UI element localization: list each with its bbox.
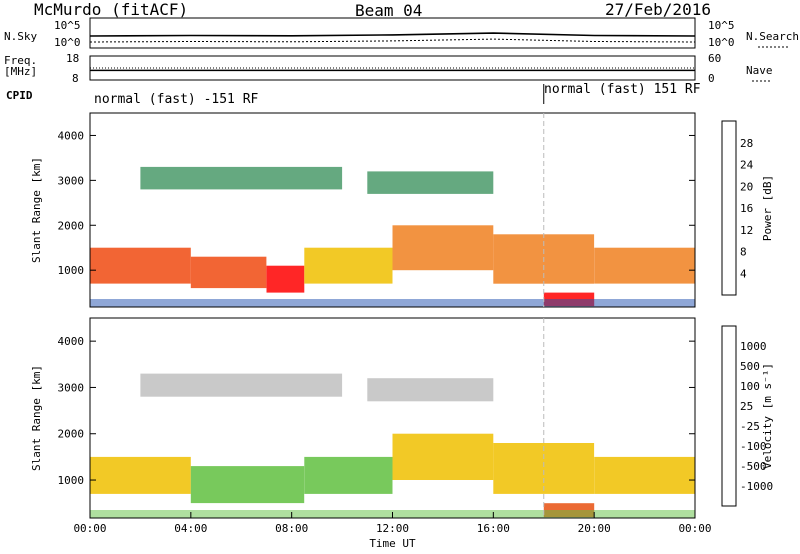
cpid-label: CPID bbox=[6, 89, 33, 102]
power-region-2 bbox=[266, 265, 305, 293]
power-ytick-label: 3000 bbox=[58, 174, 85, 187]
x-axis-label: Time UT bbox=[369, 537, 416, 550]
power-region-0 bbox=[90, 247, 191, 284]
velocity-ytick-label: 3000 bbox=[58, 381, 85, 394]
freq-tick-bottom: 8 bbox=[72, 72, 79, 85]
velocity-region-5 bbox=[594, 456, 695, 494]
power-ytick-label: 1000 bbox=[58, 264, 85, 277]
power-colorbar-tick: 28 bbox=[740, 137, 753, 150]
cpid-segment-2: normal (fast) 151 RF bbox=[544, 82, 701, 97]
power-colorbar-tick: 16 bbox=[740, 202, 753, 215]
noise-series-1 bbox=[89, 38, 696, 43]
velocity-region-3 bbox=[392, 433, 494, 480]
cpid-segment-1: normal (fast) -151 RF bbox=[94, 92, 259, 107]
power-ytick-label: 4000 bbox=[58, 129, 85, 142]
power-region-8 bbox=[367, 171, 494, 194]
station-title: McMurdo (fitACF) bbox=[34, 0, 189, 19]
date-title: 27/Feb/2016 bbox=[605, 0, 711, 19]
velocity-region-0 bbox=[90, 456, 191, 494]
velocity-colorbar-tick: 25 bbox=[740, 400, 753, 413]
freq-label: Freq. bbox=[4, 54, 38, 67]
velocity-region-1 bbox=[190, 466, 305, 504]
xtick-label: 00:00 bbox=[678, 522, 711, 535]
power-colorbar-label: Power [dB] bbox=[761, 175, 774, 241]
velocity-colorbar-tick: -500 bbox=[740, 460, 767, 473]
velocity-colorbar-label: Velocity [m s⁻¹] bbox=[761, 363, 774, 469]
xtick-label: 20:00 bbox=[578, 522, 611, 535]
velocity-colorbar-frame bbox=[721, 325, 737, 507]
velocity-colorbar-tick: 100 bbox=[740, 380, 760, 393]
power-panel-frame bbox=[89, 112, 696, 308]
velocity-region-6 bbox=[140, 373, 343, 397]
nave-label: Nave bbox=[746, 64, 773, 77]
nave-tick-top: 60 bbox=[708, 52, 722, 65]
power-colorbar-frame bbox=[721, 120, 737, 296]
velocity-ylabel: Slant Range [km] bbox=[30, 365, 43, 471]
noise-right-tick-bottom: 10^0 bbox=[708, 36, 735, 49]
velocity-colorbar-tick: -100 bbox=[740, 440, 767, 453]
power-ylabel: Slant Range [km] bbox=[30, 157, 43, 263]
noise-series-0 bbox=[89, 32, 696, 37]
nave-tick-bottom: 0 bbox=[708, 72, 715, 85]
noise-search-label: N.Search bbox=[746, 30, 799, 43]
power-colorbar-tick: 8 bbox=[740, 246, 747, 259]
power-region-4 bbox=[392, 225, 494, 271]
power-ground-strip bbox=[90, 299, 695, 307]
power-colorbar-tick: 20 bbox=[740, 180, 753, 193]
velocity-region-4 bbox=[493, 443, 595, 494]
power-colorbar-tick: 24 bbox=[740, 159, 754, 172]
noise-left-tick-bottom: 10^0 bbox=[54, 36, 81, 49]
power-colorbar-tick: 12 bbox=[740, 224, 753, 237]
velocity-ytick-label: 1000 bbox=[58, 474, 85, 487]
velocity-region-2 bbox=[304, 456, 393, 494]
freq-tick-top: 18 bbox=[66, 52, 80, 65]
noise-left-tick-top: 10^5 bbox=[54, 19, 81, 32]
xtick-label: 08:00 bbox=[275, 522, 308, 535]
velocity-colorbar-tick: -1000 bbox=[740, 480, 773, 493]
velocity-colorbar-tick: 500 bbox=[740, 360, 760, 373]
xtick-label: 04:00 bbox=[174, 522, 207, 535]
power-region-1 bbox=[190, 256, 267, 289]
noise-right-tick-top: 10^5 bbox=[708, 19, 735, 32]
velocity-region-7 bbox=[367, 378, 494, 402]
xtick-label: 16:00 bbox=[477, 522, 510, 535]
freq-unit-label: [MHz] bbox=[4, 65, 38, 78]
velocity-ytick-label: 2000 bbox=[58, 428, 85, 441]
power-colorbar-tick: 4 bbox=[740, 267, 747, 280]
velocity-colorbar-tick: -25 bbox=[740, 420, 760, 433]
beam-title: Beam 04 bbox=[355, 1, 423, 20]
power-ytick-label: 2000 bbox=[58, 219, 85, 232]
noise-sky-label: N.Sky bbox=[4, 30, 38, 43]
velocity-ytick-label: 4000 bbox=[58, 335, 85, 348]
noise-panel-frame bbox=[89, 17, 696, 49]
xtick-label: 00:00 bbox=[73, 522, 106, 535]
xtick-label: 12:00 bbox=[376, 522, 409, 535]
power-region-7 bbox=[140, 166, 343, 190]
cpid-panel-frame bbox=[90, 84, 695, 106]
velocity-colorbar-tick: 1000 bbox=[740, 340, 767, 353]
power-region-6 bbox=[594, 247, 695, 284]
power-region-3 bbox=[304, 247, 393, 284]
